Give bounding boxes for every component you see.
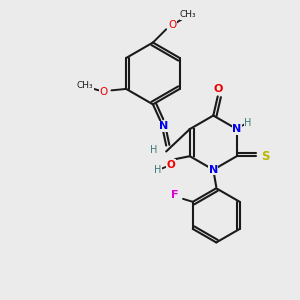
Text: N: N xyxy=(232,124,242,134)
Text: O: O xyxy=(99,87,107,97)
Text: N: N xyxy=(209,165,218,175)
Text: H: H xyxy=(244,118,252,128)
Text: CH₃: CH₃ xyxy=(180,10,196,19)
Text: N: N xyxy=(159,122,168,131)
Text: H: H xyxy=(154,165,161,175)
Text: O: O xyxy=(166,160,175,170)
Text: F: F xyxy=(171,190,179,200)
Text: CH₃: CH₃ xyxy=(76,82,93,91)
Text: O: O xyxy=(168,20,176,30)
Text: H: H xyxy=(150,145,158,155)
Text: O: O xyxy=(213,84,223,94)
Text: S: S xyxy=(261,150,270,163)
